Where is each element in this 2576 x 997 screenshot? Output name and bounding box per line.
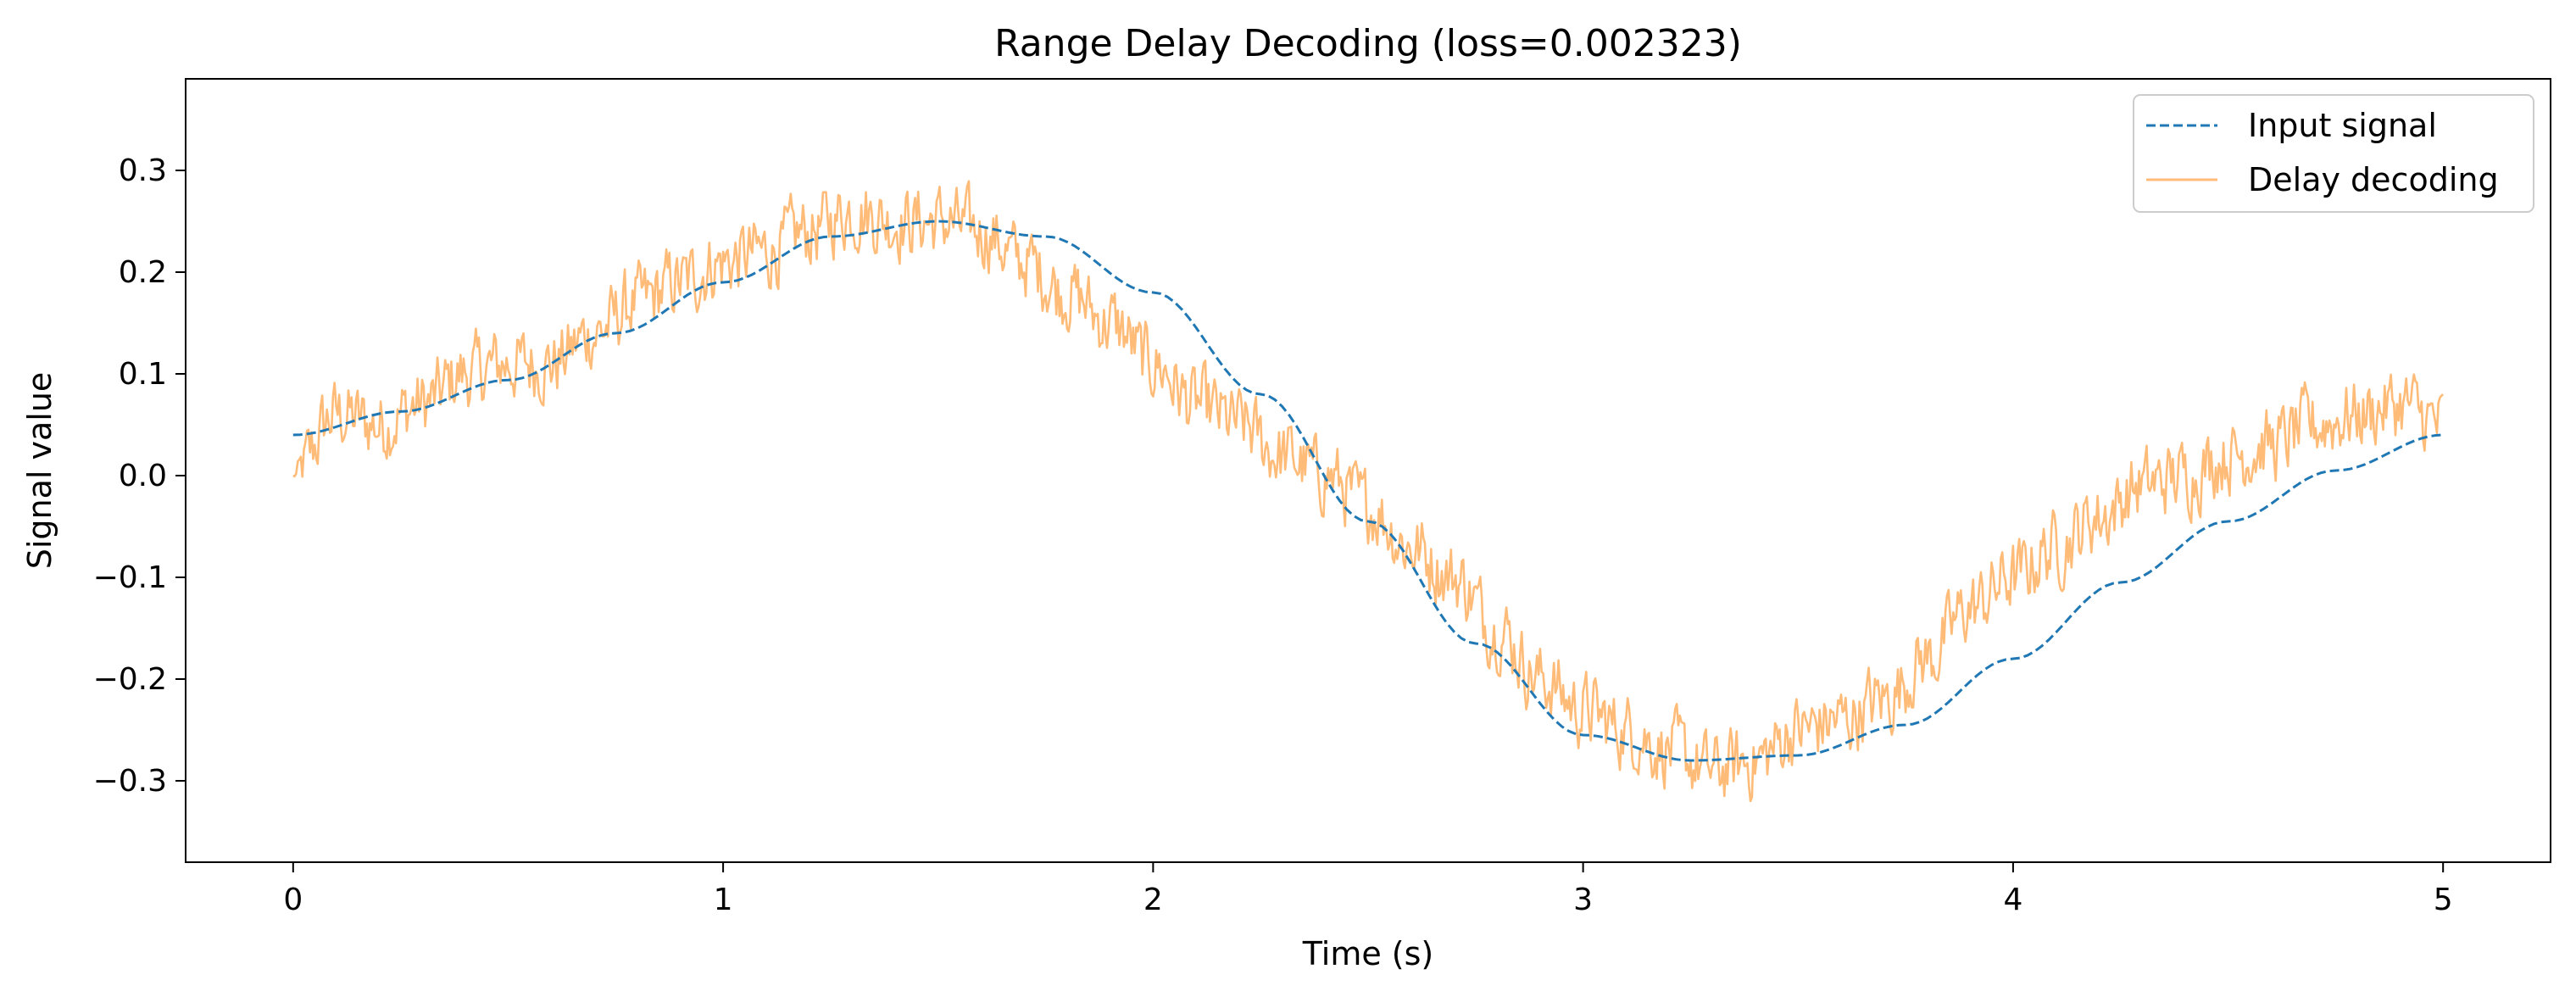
x-tick-label: 1 [714, 883, 733, 917]
legend-label-delay-decoding: Delay decoding [2248, 161, 2499, 198]
x-axis: 0 1 2 3 4 5 [283, 862, 2453, 917]
x-axis-label: Time (s) [1302, 935, 1434, 972]
x-tick-label: 2 [1143, 883, 1163, 917]
x-tick-label: 3 [1573, 883, 1593, 917]
legend-frame [2133, 94, 2534, 213]
y-tick-label: 0.3 [119, 153, 167, 188]
plot-area [185, 78, 2551, 863]
x-tick-label: 4 [2003, 883, 2022, 917]
legend-label-input-signal: Input signal [2248, 107, 2437, 144]
y-tick-label: 0.0 [119, 459, 167, 493]
legend: Input signal Delay decoding [2133, 94, 2534, 213]
chart-title: Range Delay Decoding (loss=0.002323) [994, 22, 1742, 65]
series-line-delay-decoding [292, 180, 2445, 803]
y-axis: −0.3 −0.2 −0.1 0.0 0.1 0.2 0.3 [93, 153, 186, 799]
y-tick-label: 0.2 [119, 255, 167, 290]
y-tick-label: −0.2 [93, 662, 167, 697]
y-axis-label: Signal value [21, 372, 58, 570]
y-tick-label: 0.1 [119, 357, 167, 392]
plot-frame [185, 78, 2551, 863]
y-tick-label: −0.3 [93, 764, 167, 799]
series-layer [292, 180, 2445, 803]
y-tick-label: −0.1 [93, 560, 167, 595]
x-tick-label: 0 [283, 883, 303, 917]
series-line-input-signal [292, 220, 2444, 762]
x-tick-label: 5 [2434, 883, 2453, 917]
